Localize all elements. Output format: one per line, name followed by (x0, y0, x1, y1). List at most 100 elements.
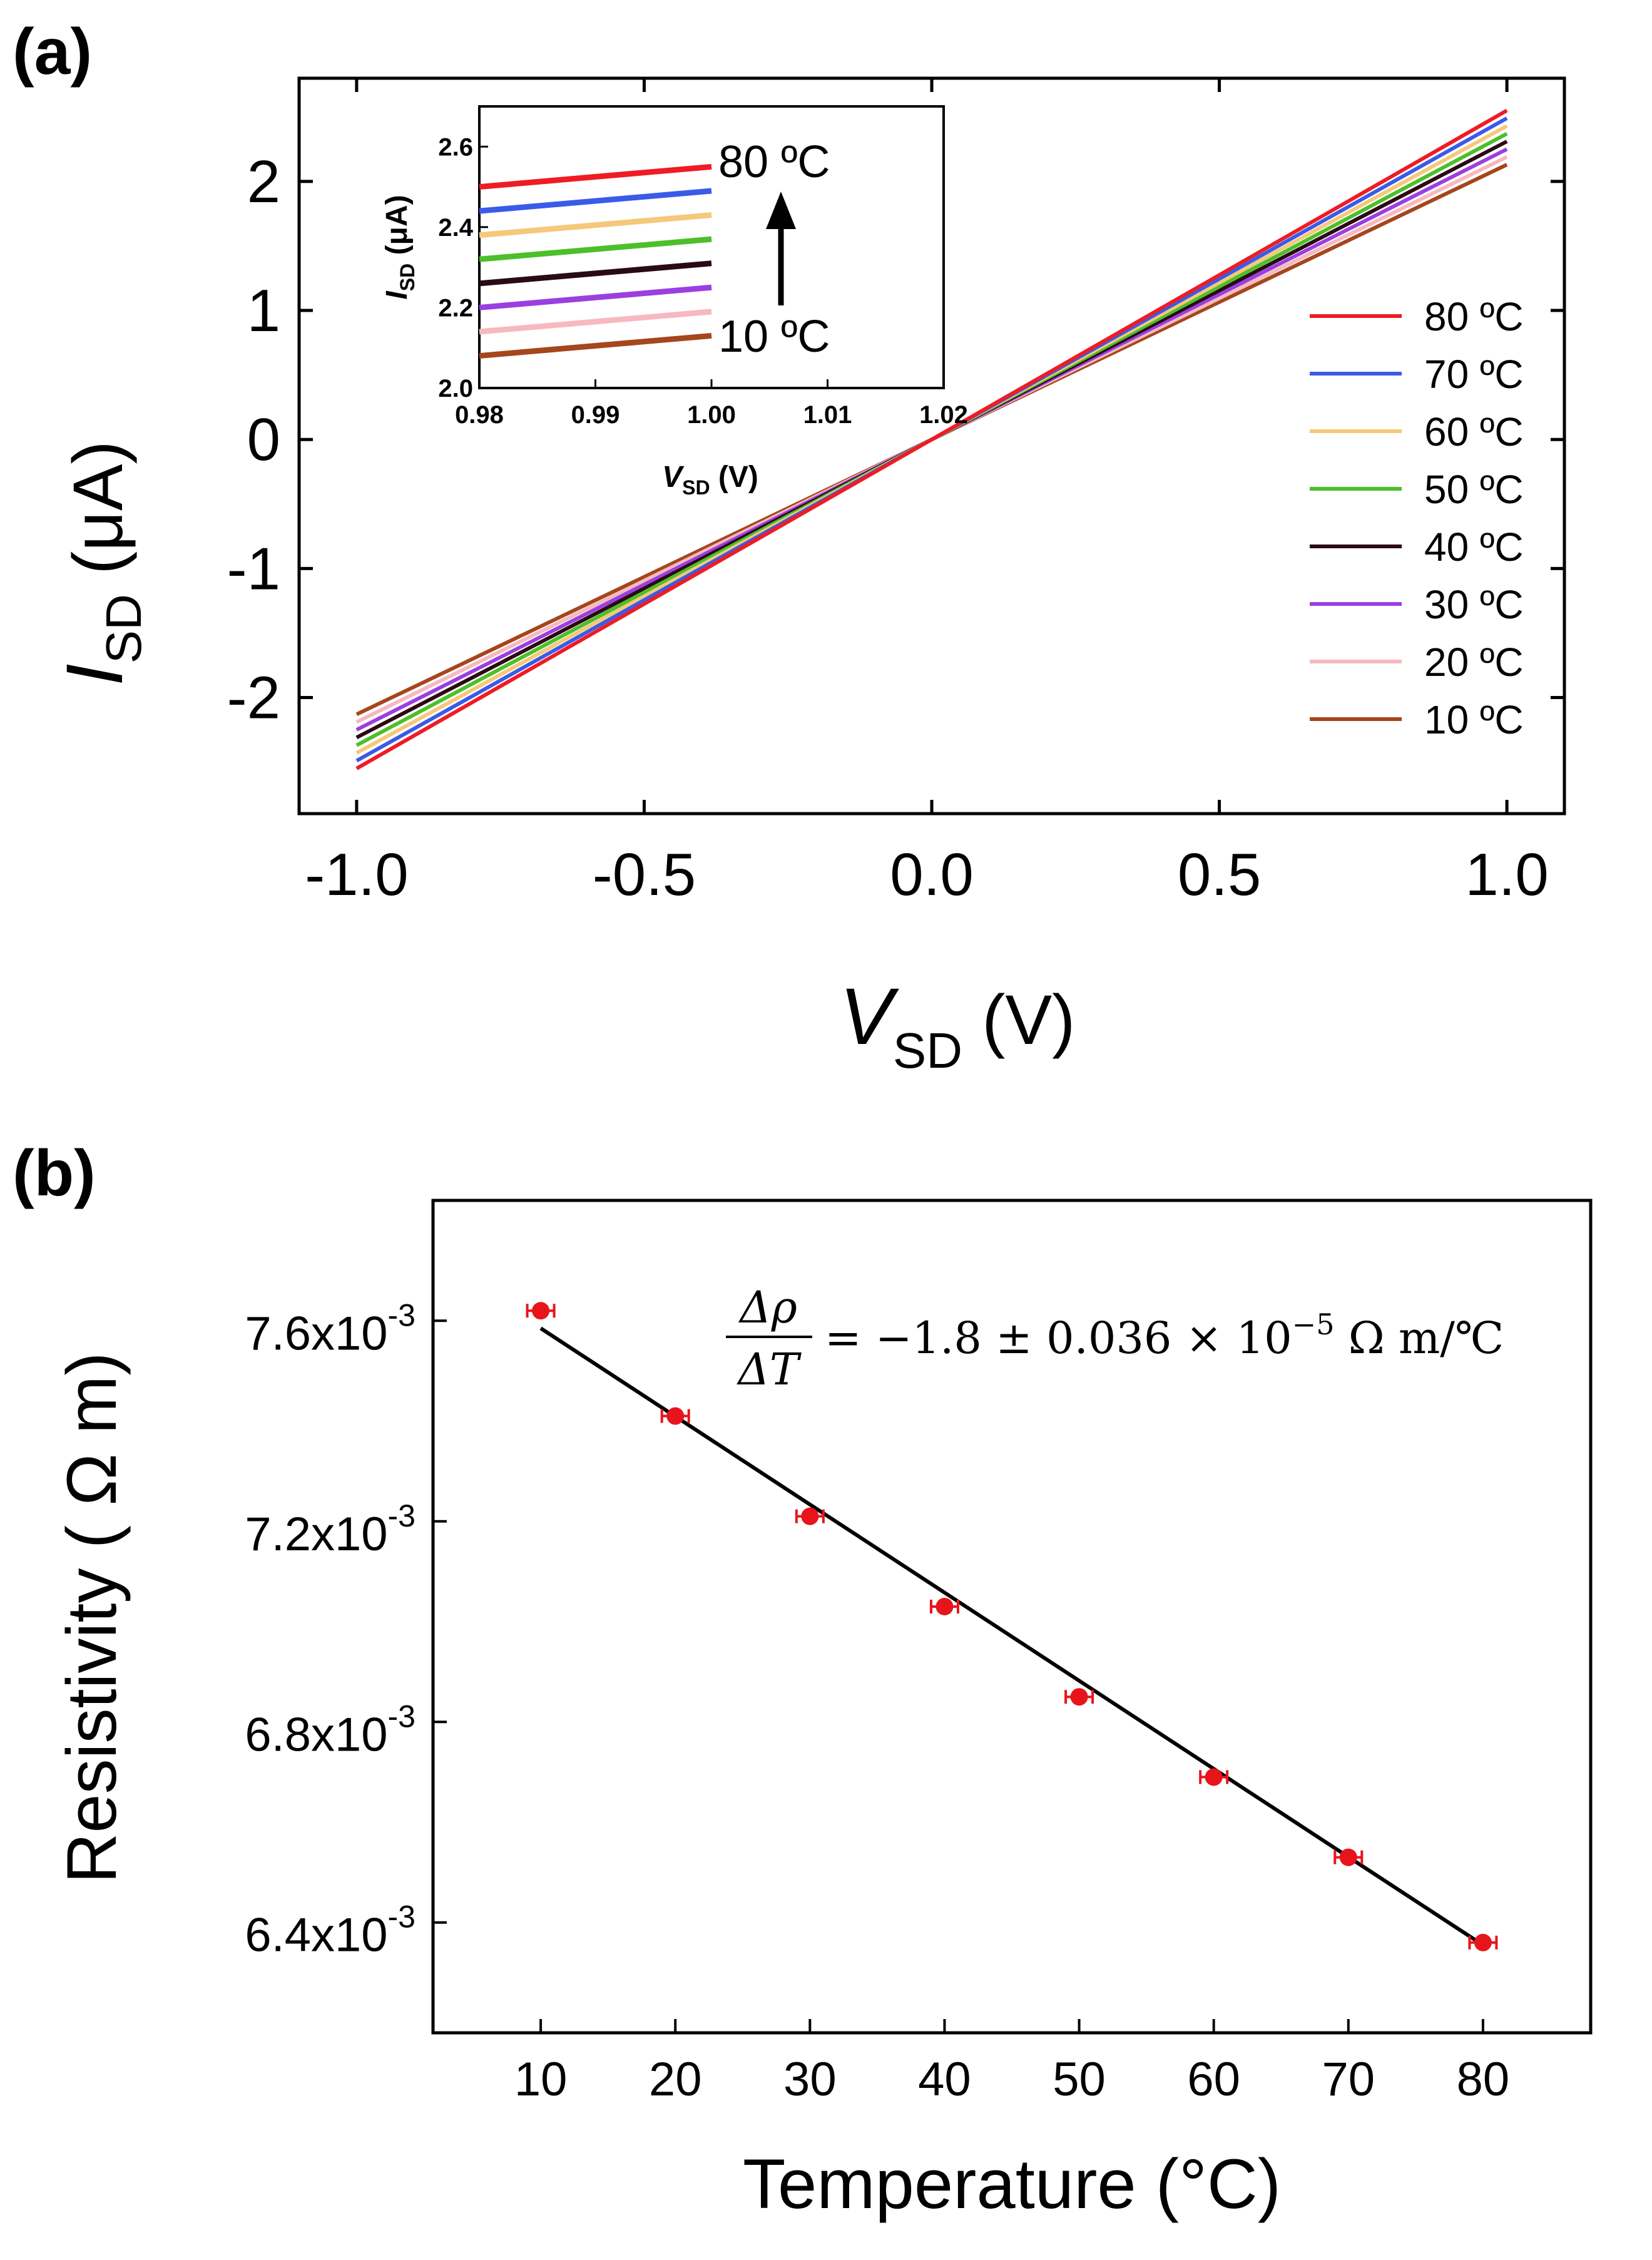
inset-arrow-icon (766, 192, 796, 305)
data-point (1205, 1768, 1223, 1786)
panel-a-x-ticks: -1.0 -0.5 0.0 0.5 1.0 (305, 78, 1549, 908)
inset-series-line (479, 332, 712, 359)
inset-series-line (479, 309, 712, 335)
panel-a-plot: -1.0 -0.5 0.0 0.5 1.0 -2 -1 0 1 2 (227, 76, 1566, 908)
panel-b-y-tick-exponent: -3 (388, 1900, 416, 1935)
panel-a-y-label: ISD (μA) (50, 441, 151, 686)
data-point (1339, 1848, 1357, 1866)
panel-a-x-tick-label: -0.5 (593, 841, 696, 908)
panel-b-x-tick-label: 70 (1322, 2053, 1375, 2106)
panel-b-y-tick-exponent: -3 (388, 1498, 416, 1533)
panel-b-y-tick-mantissa: 7.6x10 (245, 1307, 387, 1360)
inset-series-line (479, 188, 712, 214)
inset-y-label-unit: (μA) (380, 195, 414, 263)
inset-series-line (479, 284, 712, 310)
inset-y-label: ISD (μA) (380, 195, 419, 299)
legend-label: 30 ºC (1424, 582, 1524, 627)
legend-label: 60 ºC (1424, 409, 1524, 454)
inset-x-tick-label: 1.00 (687, 401, 736, 429)
equation-exponent: −5 (1292, 1307, 1335, 1341)
legend-label: 70 ºC (1424, 352, 1524, 397)
legend-label: 10 ºC (1424, 697, 1524, 742)
panel-a-series (355, 108, 1508, 770)
panel-b-label: (b) (13, 1137, 96, 1210)
data-point (1070, 1688, 1088, 1706)
panel-b-points (526, 1302, 1498, 1951)
equation-unit: Ω m/℃ (1334, 1312, 1504, 1364)
inset-y-tick-label: 2.4 (438, 214, 473, 242)
panel-a-label: (a) (13, 16, 92, 88)
data-point (936, 1597, 954, 1615)
panel-a-x-tick-label: 0.5 (1178, 841, 1261, 908)
panel-a-y-label-unit: (μA) (59, 441, 137, 594)
inset-y-ticks: 2.0 2.2 2.4 2.6 (438, 133, 488, 402)
inset-x-tick-label: 1.02 (919, 401, 968, 429)
panel-a-y-tick-label: -2 (227, 664, 280, 731)
panel-a-x-label-var: V (840, 972, 900, 1061)
panel-b-y-label: Resistivity ( Ω m) (53, 1352, 131, 1883)
panel-b-x-tick-label: 30 (783, 2053, 837, 2106)
panel-b-x-tick-label: 60 (1187, 2053, 1240, 2106)
panel-b-x-label: Temperature (°C) (743, 2145, 1281, 2223)
inset-y-label-var: I (380, 290, 414, 300)
data-point (801, 1507, 819, 1525)
data-point (666, 1407, 685, 1425)
data-point (532, 1302, 550, 1320)
equation-numerator: Δρ (738, 1282, 797, 1333)
inset-x-label-sub: SD (682, 476, 710, 499)
legend-label: 80 ºC (1424, 294, 1524, 339)
panel-a-y-label-sub: SD (96, 594, 151, 663)
panel-a-x-label-unit: (V) (962, 981, 1075, 1059)
inset-x-label-var: V (662, 461, 685, 494)
panel-a-y-tick-label: 1 (247, 277, 280, 344)
panel-b-y-tick-exponent: -3 (388, 1297, 416, 1332)
panel-b-x-tick-label: 40 (918, 2053, 971, 2106)
inset-frame (478, 105, 945, 389)
inset-series-line (479, 163, 712, 190)
inset-y-label-sub: SD (396, 263, 419, 291)
inset-y-tick-label: 2.2 (438, 294, 473, 322)
inset-x-label: VSD (V) (662, 461, 758, 499)
panel-a-x-tick-label: 1.0 (1465, 841, 1548, 908)
panel-a-inset: 0.98 0.99 1.00 1.01 1.02 2.02.22.42.6 ISD (μ… (380, 105, 968, 499)
data-point (1474, 1933, 1492, 1951)
inset-x-ticks: 0.98 0.99 1.00 1.01 1.02 (455, 379, 968, 429)
panel-a-x-tick-label: -1.0 (305, 841, 408, 908)
panel-b-fit (539, 1326, 1484, 1947)
panel-b-y-tick-label: 7.6x10-3 (245, 1297, 416, 1360)
panel-a-legend: 80 ºC 70 ºC 60 ºC 50 ºC 40 ºC 30 ºC 20 ºC 10 ºC (1310, 294, 1524, 742)
panel-b-y-tick-label: 6.8x10-3 (245, 1699, 416, 1761)
panel-b-plot: 10 20 30 40 50 60 70 80 6.4x10-36.8x10-37.2x10-… (245, 1199, 1593, 2106)
inset-annotation-top: 80 ºC (718, 137, 830, 187)
panel-a-y-tick-label: -1 (227, 535, 280, 602)
panel-a-x-label-sub: SD (893, 1023, 962, 1078)
panel-a-y-tick-label: 0 (247, 406, 280, 473)
panel-b-x-tick-label: 50 (1053, 2053, 1106, 2106)
legend-label: 40 ºC (1424, 524, 1524, 570)
panel-a-x-tick-label: 0.0 (890, 841, 973, 908)
panel-a-y-tick-label: 2 (247, 148, 280, 215)
inset-x-tick-label: 1.01 (803, 401, 852, 429)
panel-b-y-tick-label: 7.2x10-3 (245, 1498, 416, 1561)
panel-b-x-tick-label: 10 (514, 2053, 568, 2106)
panel-b-y-ticks: 6.4x10-36.8x10-37.2x10-37.6x10-3 (245, 1297, 447, 1962)
inset-x-label-unit: (V) (710, 461, 758, 494)
panel-b-y-tick-exponent: -3 (388, 1699, 416, 1734)
inset-series (479, 163, 712, 359)
equation-denominator: ΔT (736, 1344, 802, 1395)
fit-line (539, 1326, 1484, 1947)
panel-a-y-label-var: I (50, 663, 140, 686)
inset-series-line (479, 236, 712, 262)
panel-a-series-line (355, 108, 1508, 770)
inset-y-tick-label: 2.0 (438, 375, 473, 402)
panel-a-y-ticks: -2 -1 0 1 2 (227, 148, 1564, 731)
equation-rhs: = −1.8 ± 0.036 × 10−5 Ω m/℃ (825, 1307, 1504, 1364)
panel-b-frame (431, 1199, 1593, 2035)
legend-label: 20 ºC (1424, 640, 1524, 685)
panel-b-x-tick-label: 20 (649, 2053, 702, 2106)
inset-annotation-bottom: 10 ºC (718, 312, 830, 362)
inset-x-tick-label: 0.98 (455, 401, 504, 429)
panel-a-x-label: VSD (V) (840, 972, 1076, 1078)
inset-series-line (479, 260, 712, 287)
panel-b-x-tick-label: 80 (1457, 2053, 1510, 2106)
